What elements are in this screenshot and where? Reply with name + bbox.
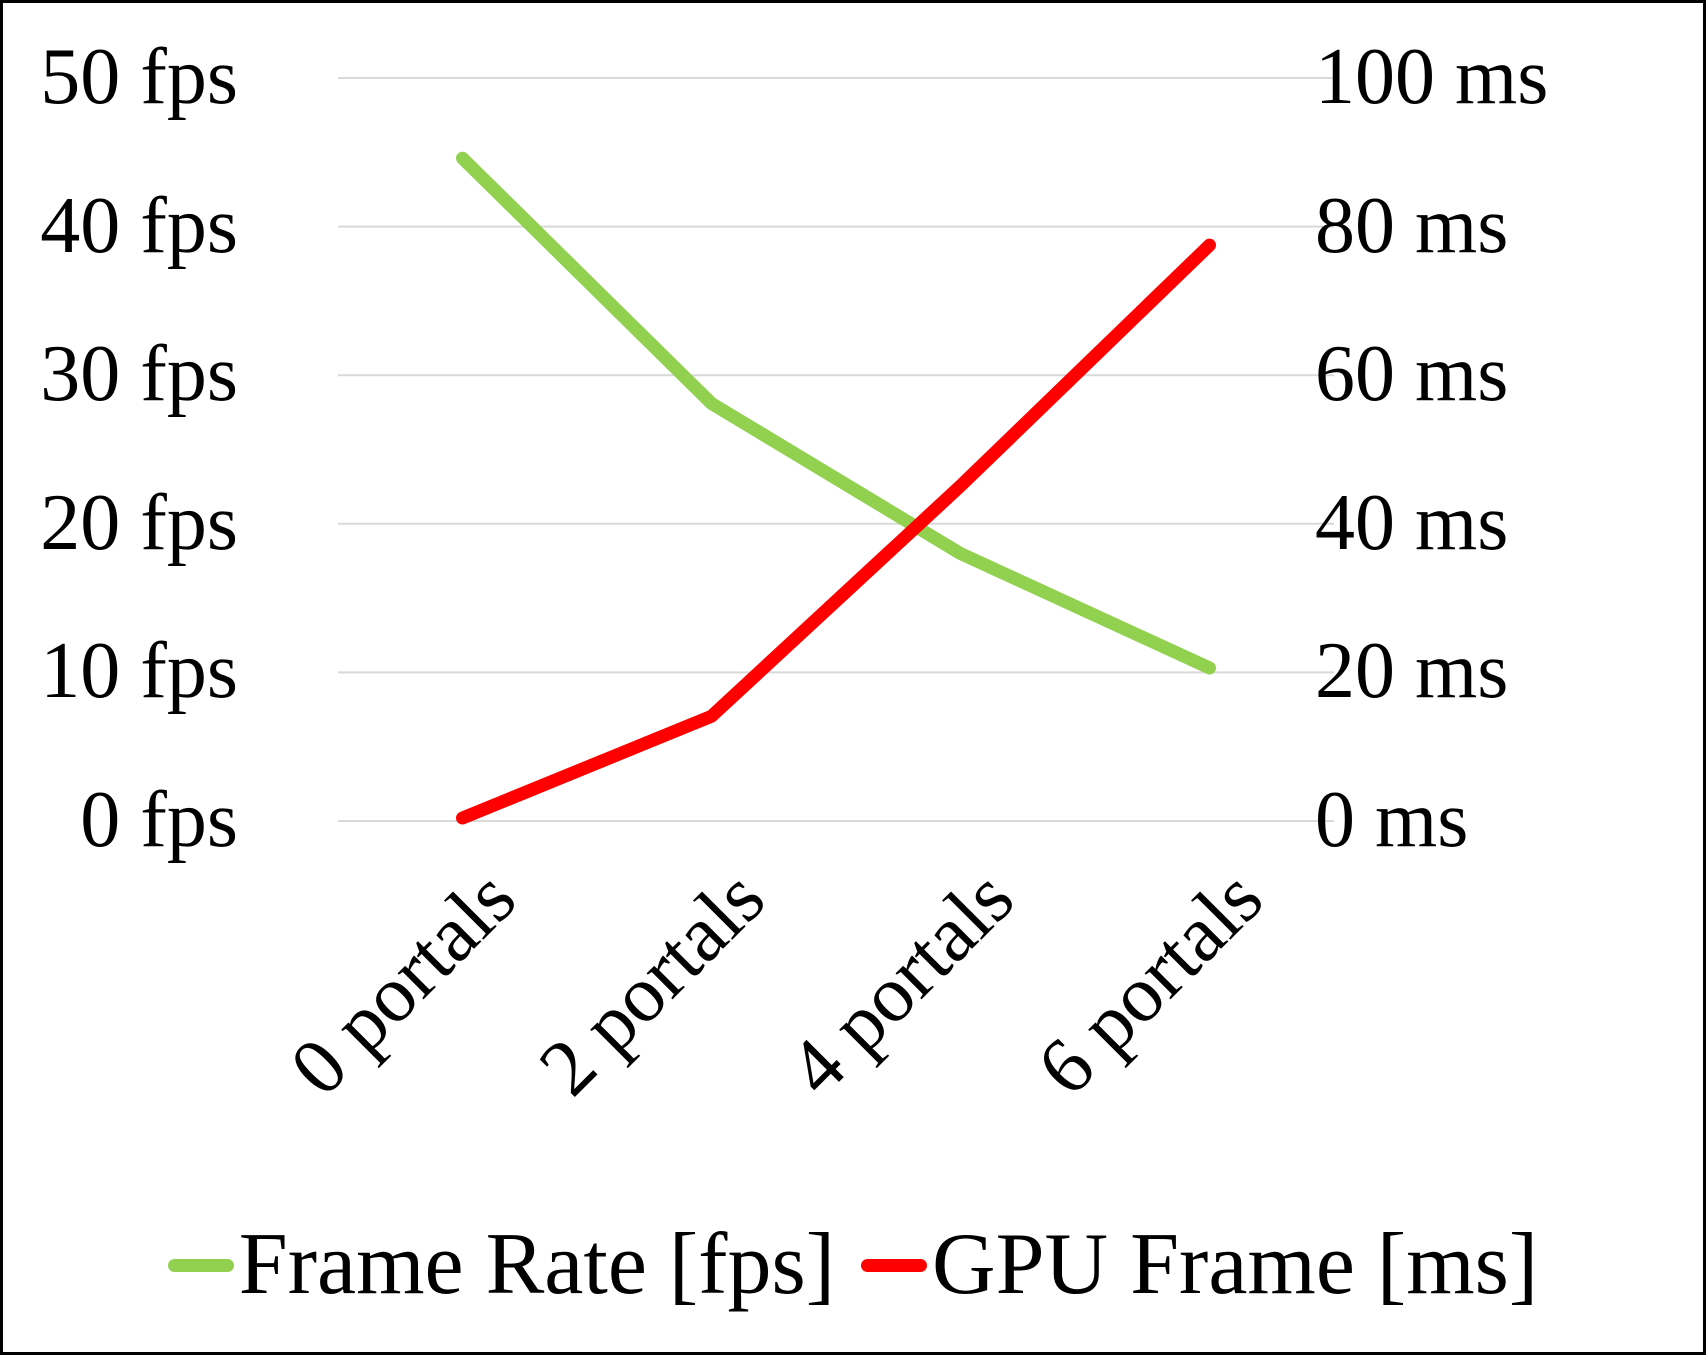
- series-line: [456, 151, 1216, 675]
- right-axis-tick: 20 ms: [1315, 627, 1509, 716]
- plot-area: [338, 77, 1334, 825]
- right-axis-tick: 0 ms: [1315, 776, 1469, 864]
- legend: Frame Rate [fps] GPU Frame [ms]: [3, 1215, 1703, 1315]
- legend-label-frame-rate: Frame Rate [fps]: [238, 1216, 836, 1313]
- left-axis-tick: 30 fps: [40, 330, 238, 419]
- left-axis-tick: 10 fps: [40, 627, 238, 716]
- left-axis-tick: 50 fps: [40, 33, 238, 121]
- left-axis-tick: 40 fps: [40, 181, 238, 270]
- legend-entry-frame-rate: Frame Rate [fps]: [167, 1215, 836, 1315]
- left-axis-tick: 0 fps: [80, 776, 238, 864]
- legend-label-gpu-frame: GPU Frame [ms]: [932, 1216, 1539, 1313]
- gpu-frame-line-swatch-icon: [861, 1258, 928, 1272]
- right-axis-tick: 60 ms: [1315, 330, 1509, 419]
- right-axis-tick: 80 ms: [1315, 181, 1509, 270]
- right-axis-tick: 40 ms: [1315, 478, 1509, 567]
- legend-entry-gpu-frame: GPU Frame [ms]: [861, 1215, 1538, 1315]
- series-line: [456, 238, 1216, 825]
- right-axis-tick: 100 ms: [1315, 33, 1549, 121]
- left-axis-tick: 20 fps: [40, 478, 238, 567]
- frame-rate-line-swatch-icon: [167, 1258, 234, 1272]
